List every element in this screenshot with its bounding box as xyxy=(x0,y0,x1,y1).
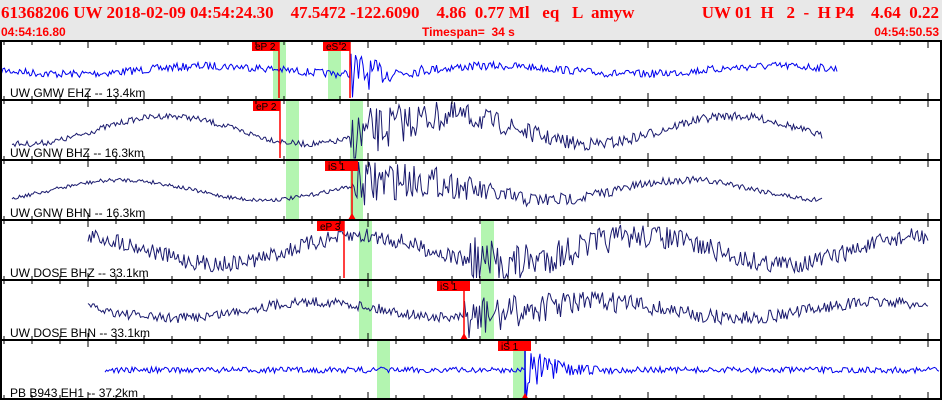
waveform-trace xyxy=(87,224,929,280)
waveform-trace xyxy=(104,353,940,398)
channel-panel[interactable]: eP 2 eS 2 UW GMW EHZ -- 13.4km xyxy=(0,41,838,100)
channel-panel[interactable]: iS 1 UW GNW BHN -- 16.3km xyxy=(10,161,823,220)
channel-label: UW DOSE BHN -- 33.1km xyxy=(10,326,150,340)
pick-triangle-icon xyxy=(348,213,356,220)
channel-panel[interactable]: iS 1 UW DOSE BHN -- 33.1km xyxy=(10,281,929,340)
channel-label: UW GNW BHZ -- 16.3km xyxy=(10,146,144,160)
pick-window xyxy=(286,101,299,160)
event-header: 61368206 UW 2018-02-09 04:54:24.30 47.54… xyxy=(0,0,942,40)
waveform-trace xyxy=(87,290,929,339)
waveform-trace xyxy=(11,101,823,159)
pick-label: eP 3 xyxy=(320,222,341,233)
waveform-trace xyxy=(0,53,838,98)
pick-label: eP 2 xyxy=(255,42,276,53)
solution-summary: UW 01 H 2 - H P4 4.64 0.22 xyxy=(701,3,939,22)
pick-window xyxy=(286,161,299,220)
channel-label: UW GNW BHN -- 16.3km xyxy=(10,206,145,220)
pick-label-box[interactable] xyxy=(325,161,358,171)
seismogram-panels[interactable]: eP 2 eS 2 UW GMW EHZ -- 13.4km eP 2 UW GNW B… xyxy=(0,40,942,400)
pick-label-box[interactable] xyxy=(317,221,344,231)
channel-panel[interactable]: iS 1 PB B943 EH1 -- 37.2km xyxy=(10,341,940,400)
pick-label: iS 1 xyxy=(440,282,458,293)
pick-triangle-icon xyxy=(460,333,468,340)
pick-window xyxy=(359,281,372,340)
pick-label-box[interactable] xyxy=(323,41,350,51)
end-time: 04:54:50.53 xyxy=(874,25,939,39)
timespan: Timespan= 34 s xyxy=(422,25,515,39)
channel-label: UW DOSE BHZ -- 33.1km xyxy=(10,266,149,280)
channel-label: UW GMW EHZ -- 13.4km xyxy=(10,86,145,100)
pick-label-box[interactable] xyxy=(252,41,279,51)
pick-window xyxy=(359,221,372,280)
pick-label-box[interactable] xyxy=(253,101,280,111)
pick-window xyxy=(328,41,341,100)
channel-panel[interactable]: eP 2 UW GNW BHZ -- 16.3km xyxy=(10,101,823,160)
pick-label: eP 2 xyxy=(256,102,277,113)
channel-panel[interactable]: eP 3 UW DOSE BHZ -- 33.1km xyxy=(10,221,929,280)
pick-label: iS 1 xyxy=(501,342,519,353)
start-time: 04:54:16.80 xyxy=(1,25,66,39)
channel-label: PB B943 EH1 -- 37.2km xyxy=(10,386,138,400)
pick-window xyxy=(377,341,390,400)
pick-label: eS 2 xyxy=(326,42,347,53)
pick-label-box[interactable] xyxy=(498,341,531,351)
pick-label-box[interactable] xyxy=(437,281,470,291)
waveform-trace xyxy=(11,161,823,208)
event-summary: 61368206 UW 2018-02-09 04:54:24.30 47.54… xyxy=(1,3,635,22)
pick-label: iS 1 xyxy=(328,162,346,173)
